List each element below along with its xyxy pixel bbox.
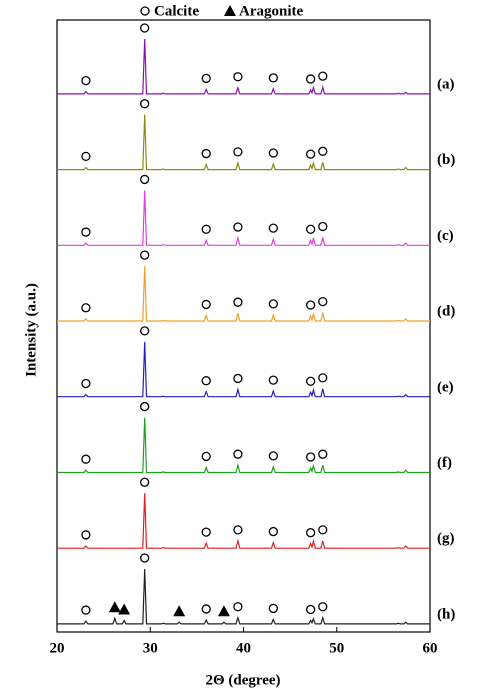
- xrd-trace: [57, 114, 430, 171]
- calcite-marker: [305, 528, 316, 538]
- calcite-marker: [318, 71, 328, 81]
- calcite-marker: [318, 373, 328, 383]
- calcite-marker: [81, 75, 91, 86]
- calcite-marker: [268, 526, 278, 537]
- calcite-marker: [201, 73, 211, 84]
- plot-frame: [56, 19, 431, 633]
- calcite-marker: [201, 451, 211, 462]
- xrd-trace: [57, 190, 430, 247]
- series-label: (g): [437, 531, 455, 547]
- calcite-marker: [140, 250, 150, 260]
- calcite-marker: [81, 530, 91, 540]
- calcite-marker: [81, 378, 91, 389]
- calcite-marker: [318, 146, 328, 156]
- calcite-marker: [233, 222, 243, 232]
- calcite-marker: [318, 449, 328, 459]
- aragonite-marker: [118, 603, 131, 615]
- calcite-marker: [233, 147, 243, 157]
- calcite-marker: [268, 223, 278, 233]
- calcite-marker: [305, 149, 316, 159]
- calcite-marker: [81, 605, 91, 615]
- calcite-marker: [233, 373, 243, 384]
- calcite-marker: [318, 221, 328, 232]
- calcite-marker: [201, 224, 211, 234]
- aragonite-marker: [108, 601, 121, 613]
- calcite-marker: [81, 227, 91, 237]
- legend-label: Calcite: [154, 3, 199, 19]
- xrd-trace: [57, 38, 430, 95]
- legend-label: Aragonite: [239, 3, 303, 19]
- xrd-trace: [57, 266, 430, 323]
- calcite-marker: [201, 527, 211, 537]
- calcite-marker: [201, 148, 211, 159]
- calcite-marker: [140, 99, 150, 109]
- calcite-marker: [305, 224, 316, 234]
- xrd-trace: [57, 493, 430, 549]
- calcite-marker: [201, 299, 211, 310]
- calcite-marker: [268, 451, 278, 461]
- calcite-marker: [81, 303, 91, 313]
- calcite-marker: [201, 376, 211, 386]
- calcite-marker: [233, 72, 243, 82]
- calcite-marker: [305, 74, 316, 84]
- calcite-marker: [268, 603, 278, 614]
- y-axis-label: Intensity (a.u.): [23, 283, 39, 377]
- calcite-marker: [268, 375, 278, 385]
- series-label: (a): [437, 76, 455, 92]
- calcite-marker: [305, 300, 316, 310]
- aragonite-marker: [173, 605, 186, 617]
- aragonite-marker: [217, 605, 230, 617]
- x-tick-label: 60: [423, 640, 438, 656]
- series-label: (c): [437, 228, 454, 244]
- calcite-marker: [81, 454, 91, 464]
- calcite-marker: [305, 376, 316, 386]
- xrd-trace: [57, 568, 430, 625]
- x-tick-label: 50: [329, 640, 344, 656]
- calcite-marker: [140, 401, 150, 412]
- xrd-trace: [57, 341, 430, 398]
- calcite-marker: [201, 604, 211, 614]
- series-label: (b): [437, 152, 455, 168]
- series-label: (e): [437, 379, 454, 395]
- series-label: (f): [437, 455, 452, 471]
- calcite-marker: [318, 296, 328, 307]
- x-tick-label: 20: [50, 640, 65, 656]
- calcite-marker: [318, 602, 328, 612]
- calcite-marker: [233, 297, 243, 307]
- series-label: (h): [437, 606, 455, 622]
- x-tick-label: 40: [236, 640, 251, 656]
- calcite-marker: [305, 452, 316, 462]
- calcite-marker: [140, 553, 150, 563]
- calcite-marker: [305, 604, 316, 615]
- calcite-marker: [140, 174, 150, 185]
- x-tick-label: 30: [143, 640, 158, 656]
- calcite-marker: [233, 602, 243, 612]
- calcite-marker: [81, 151, 91, 162]
- xrd-trace: [57, 417, 430, 474]
- calcite-marker: [268, 73, 278, 83]
- calcite-marker: [140, 477, 150, 487]
- series-label: (d): [437, 304, 455, 320]
- calcite-marker: [233, 525, 243, 535]
- legend-symbol: [140, 6, 150, 16]
- x-axis-label: 2Θ (degree): [205, 672, 280, 688]
- calcite-marker: [140, 23, 150, 33]
- legend-symbol: [223, 5, 236, 16]
- calcite-marker: [268, 299, 278, 309]
- calcite-marker: [318, 525, 328, 535]
- calcite-marker: [268, 148, 278, 158]
- calcite-marker: [140, 326, 150, 336]
- calcite-marker: [233, 449, 243, 459]
